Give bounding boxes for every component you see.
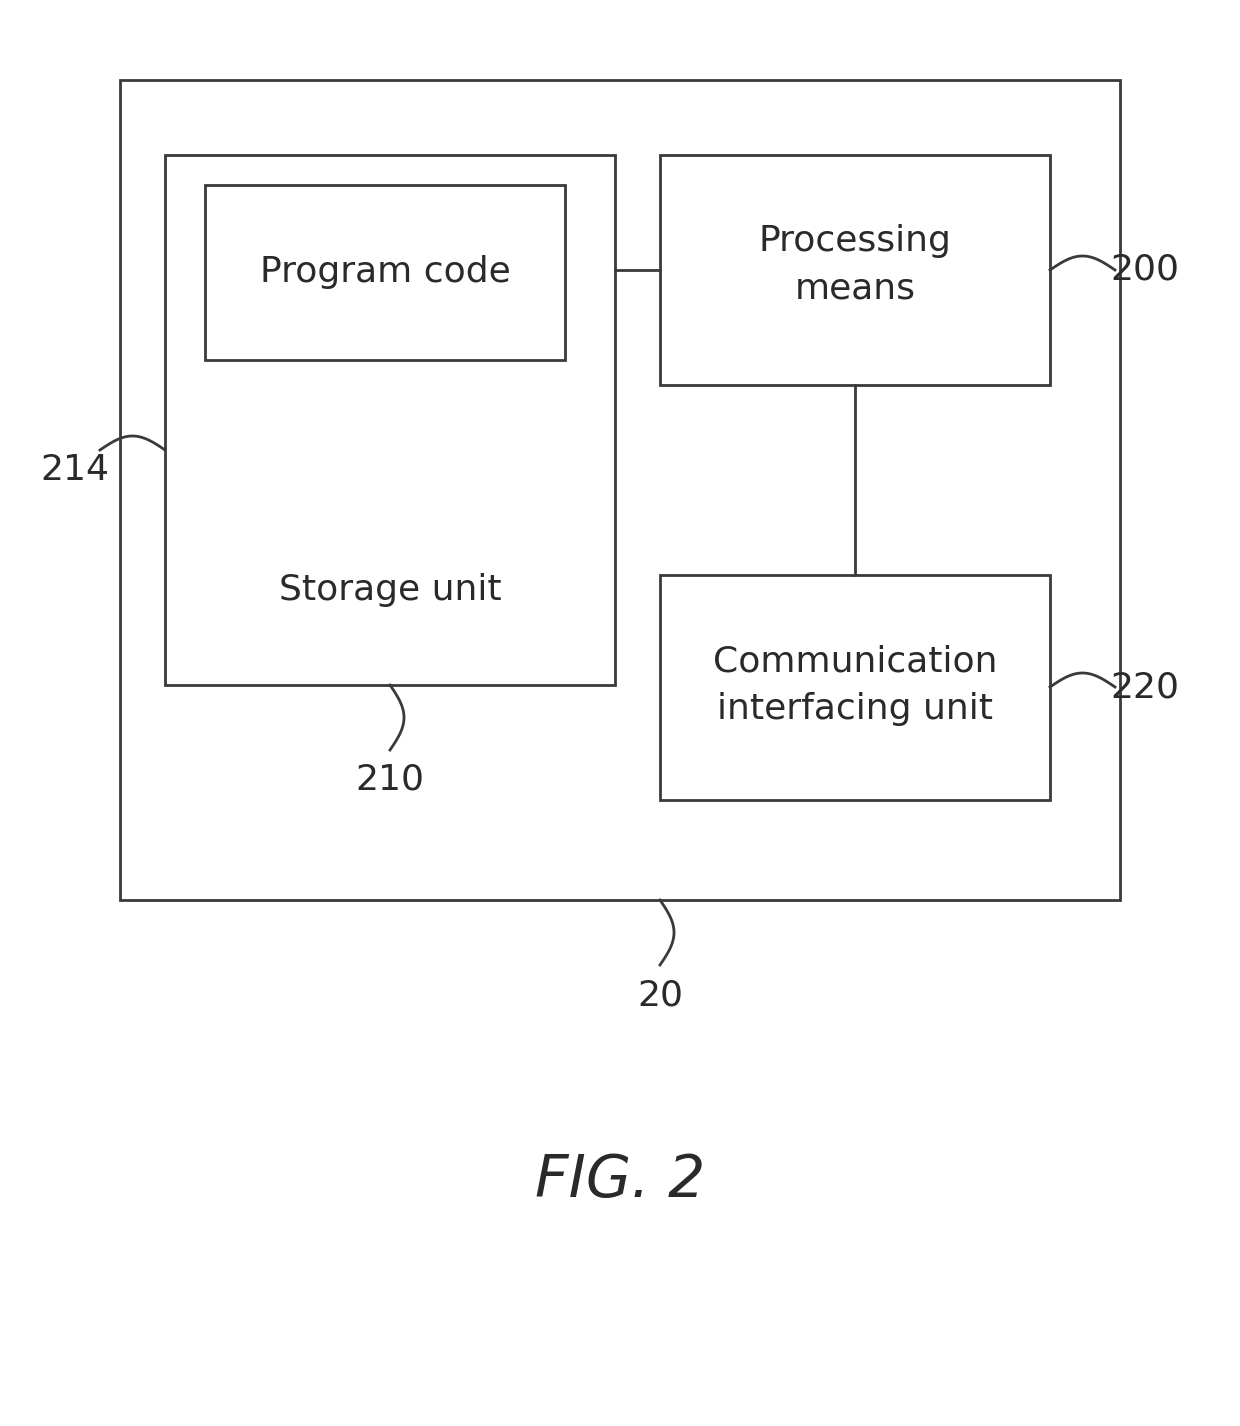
Text: Communication
interfacing unit: Communication interfacing unit (713, 645, 997, 726)
Text: Processing
means: Processing means (759, 224, 951, 305)
Text: 210: 210 (356, 763, 424, 797)
Text: Program code: Program code (259, 255, 511, 289)
Text: 20: 20 (637, 978, 683, 1012)
Bar (660, 155, 1050, 385)
Text: 220: 220 (1111, 670, 1179, 704)
Text: 200: 200 (1111, 252, 1179, 287)
Bar (120, 80, 1120, 900)
Bar (660, 575, 1050, 800)
Bar (165, 155, 615, 684)
Bar (205, 185, 565, 359)
Text: Storage unit: Storage unit (279, 573, 501, 607)
Text: FIG. 2: FIG. 2 (534, 1152, 706, 1208)
Text: 214: 214 (41, 453, 109, 488)
